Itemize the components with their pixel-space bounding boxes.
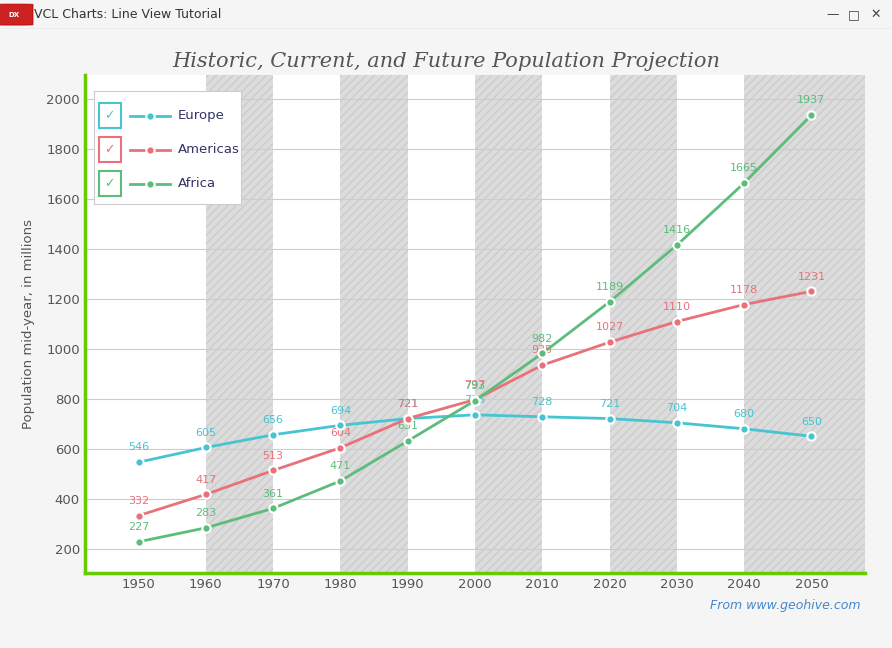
Text: 513: 513 (262, 451, 284, 461)
Bar (609, 75, 677, 573)
Text: 694: 694 (330, 406, 351, 415)
Text: Africa: Africa (178, 177, 216, 191)
Text: Historic, Current, and Future Population Projection: Historic, Current, and Future Population… (172, 52, 720, 71)
Text: Americas: Americas (178, 143, 239, 156)
Text: 935: 935 (532, 345, 553, 356)
Text: DX: DX (9, 12, 20, 17)
FancyBboxPatch shape (99, 171, 121, 196)
Text: 650: 650 (801, 417, 822, 426)
Text: □: □ (847, 8, 860, 21)
Text: From www.geohive.com: From www.geohive.com (710, 599, 861, 612)
Text: 1665: 1665 (731, 163, 758, 173)
Text: ✓: ✓ (104, 143, 115, 156)
Bar (341, 75, 408, 573)
Text: ✕: ✕ (871, 8, 881, 21)
Text: 605: 605 (195, 428, 217, 438)
Text: 721: 721 (397, 399, 418, 409)
Text: ✓: ✓ (104, 177, 115, 191)
Text: 721: 721 (599, 399, 620, 409)
Text: Europe: Europe (178, 109, 225, 122)
Text: 1178: 1178 (730, 285, 758, 295)
Bar (744, 75, 879, 573)
Bar (206, 75, 273, 573)
Text: 982: 982 (532, 334, 553, 343)
Text: 631: 631 (397, 421, 418, 432)
Text: 793: 793 (465, 381, 485, 391)
Text: 656: 656 (262, 415, 284, 425)
Text: 417: 417 (195, 475, 217, 485)
FancyBboxPatch shape (99, 137, 121, 162)
Bar (475, 75, 542, 573)
Text: 332: 332 (128, 496, 149, 506)
Text: 361: 361 (262, 489, 284, 499)
FancyBboxPatch shape (0, 4, 33, 25)
Text: 604: 604 (330, 428, 351, 438)
Text: 797: 797 (465, 380, 485, 390)
Text: —: — (827, 8, 839, 21)
FancyBboxPatch shape (99, 103, 121, 128)
Text: 1189: 1189 (596, 282, 624, 292)
Text: 471: 471 (330, 461, 351, 471)
Text: 721: 721 (397, 399, 418, 409)
Text: 1110: 1110 (663, 302, 690, 312)
Text: 680: 680 (733, 409, 755, 419)
Text: ✓: ✓ (104, 109, 115, 122)
Text: 227: 227 (128, 522, 149, 532)
Text: VCL Charts: Line View Tutorial: VCL Charts: Line View Tutorial (34, 8, 221, 21)
Y-axis label: Population mid-year, in millions: Population mid-year, in millions (22, 219, 35, 429)
Text: 1231: 1231 (797, 272, 825, 282)
Text: 704: 704 (666, 403, 688, 413)
Text: 1937: 1937 (797, 95, 825, 106)
Text: 1416: 1416 (663, 226, 691, 235)
Text: 283: 283 (195, 508, 217, 518)
Text: 728: 728 (532, 397, 553, 407)
Text: 1027: 1027 (596, 323, 624, 332)
Text: 736: 736 (465, 395, 485, 405)
Text: 546: 546 (128, 443, 149, 452)
